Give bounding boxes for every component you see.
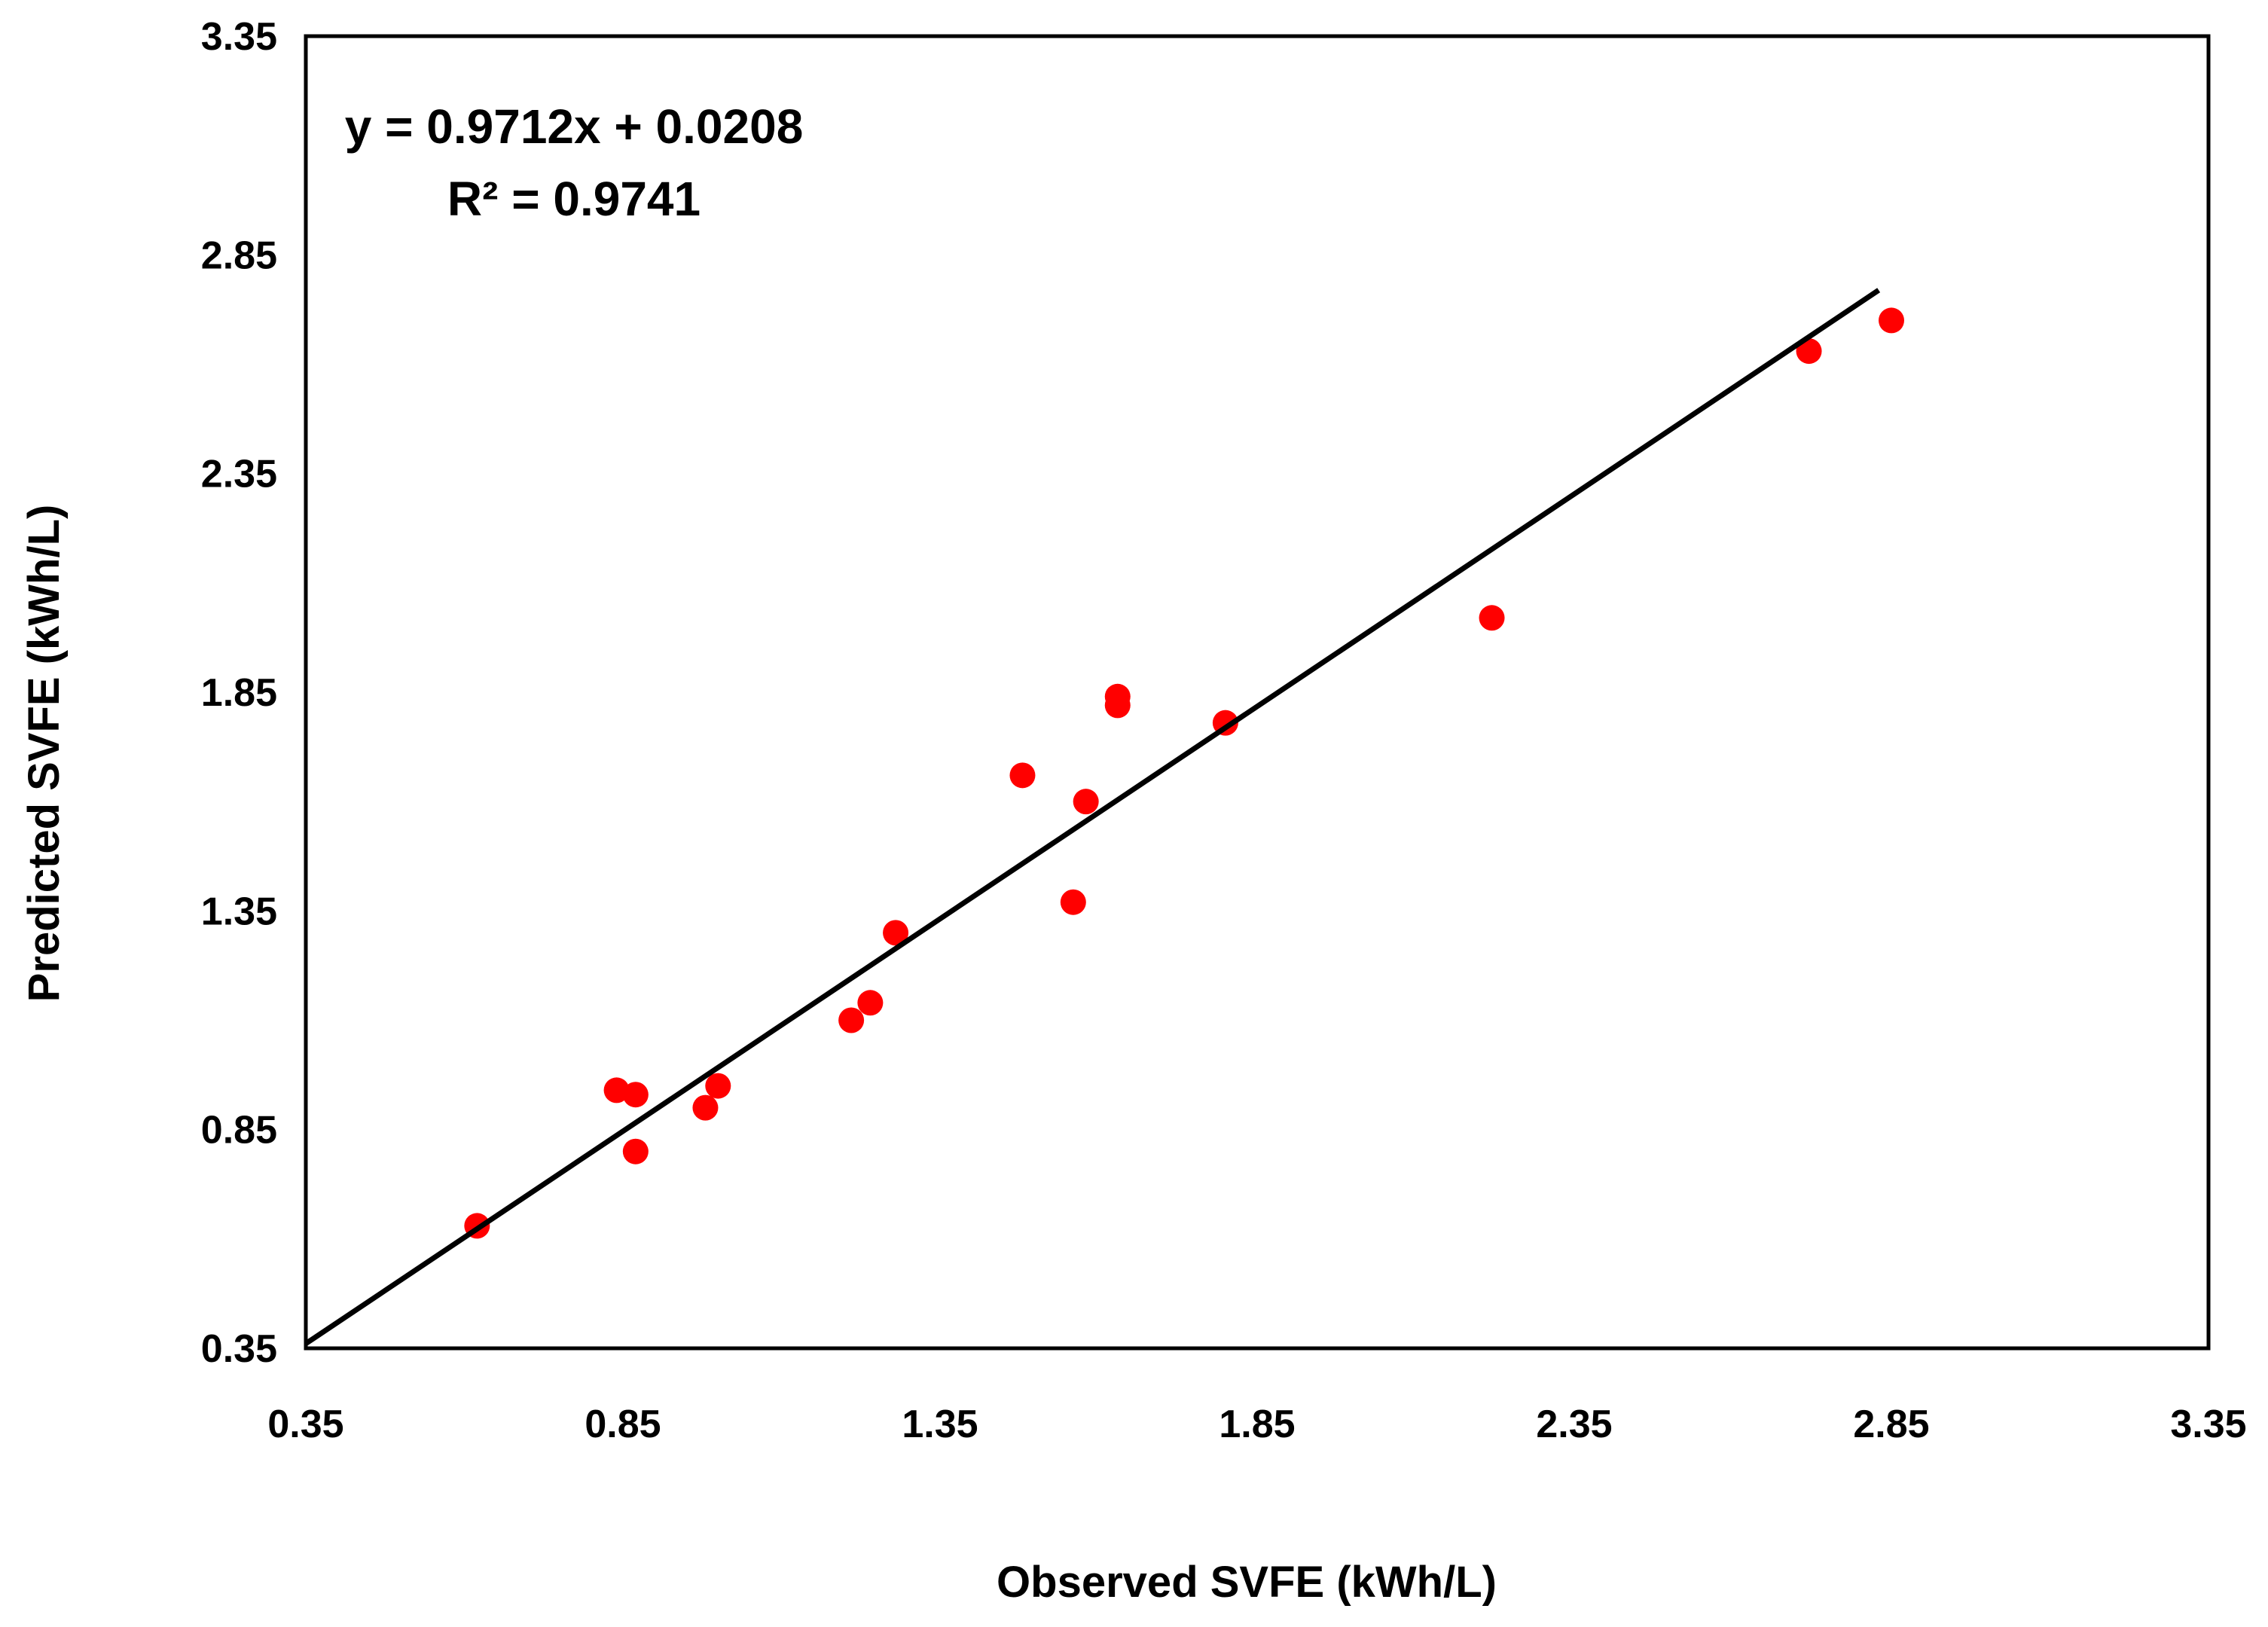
data-point (1796, 338, 1822, 365)
y-tick-label: 3.35 (201, 15, 277, 59)
data-point (838, 1007, 865, 1033)
trendline-equation: y = 0.9712x + 0.0208 (345, 99, 804, 154)
data-point (1479, 605, 1505, 631)
data-point (857, 990, 884, 1016)
trendline-r-squared: R² = 0.9741 (447, 172, 701, 226)
data-point (1104, 692, 1131, 719)
data-point (1009, 762, 1036, 789)
trendline (304, 288, 1881, 1346)
x-tick-label: 1.35 (902, 1403, 978, 1446)
data-point (883, 920, 909, 946)
y-tick-label: 2.85 (201, 234, 277, 277)
x-tick-label: 3.35 (2170, 1403, 2246, 1446)
y-tick-label: 0.35 (201, 1327, 277, 1371)
data-point (692, 1094, 719, 1121)
x-axis-title: Observed SVFE (kWh/L) (997, 1558, 1497, 1607)
data-point (1060, 889, 1086, 915)
y-tick-label: 0.85 (201, 1109, 277, 1152)
data-point (622, 1082, 649, 1108)
x-axis-ticks: 0.35 0.85 1.35 1.85 2.35 2.85 3.35 (267, 1403, 2246, 1446)
data-point (1073, 789, 1099, 815)
data-point (1879, 307, 1904, 334)
y-tick-label: 1.35 (201, 890, 277, 933)
y-axis-title: Predicted SVFE (kWh/L) (20, 505, 69, 1003)
x-tick-label: 2.35 (1536, 1403, 1612, 1446)
y-tick-label: 1.85 (201, 671, 277, 715)
data-point (705, 1073, 731, 1099)
x-tick-label: 1.85 (1219, 1403, 1295, 1446)
x-tick-label: 0.85 (585, 1403, 661, 1446)
y-tick-label: 2.35 (201, 453, 277, 496)
x-tick-label: 2.85 (1853, 1403, 1929, 1446)
data-point (622, 1138, 649, 1165)
trendline-group (304, 288, 1881, 1346)
plot-area-frame (304, 34, 2211, 1351)
y-axis-ticks: 0.35 0.85 1.35 1.85 2.35 2.85 3.35 (201, 15, 277, 1371)
x-tick-label: 0.35 (267, 1403, 343, 1446)
